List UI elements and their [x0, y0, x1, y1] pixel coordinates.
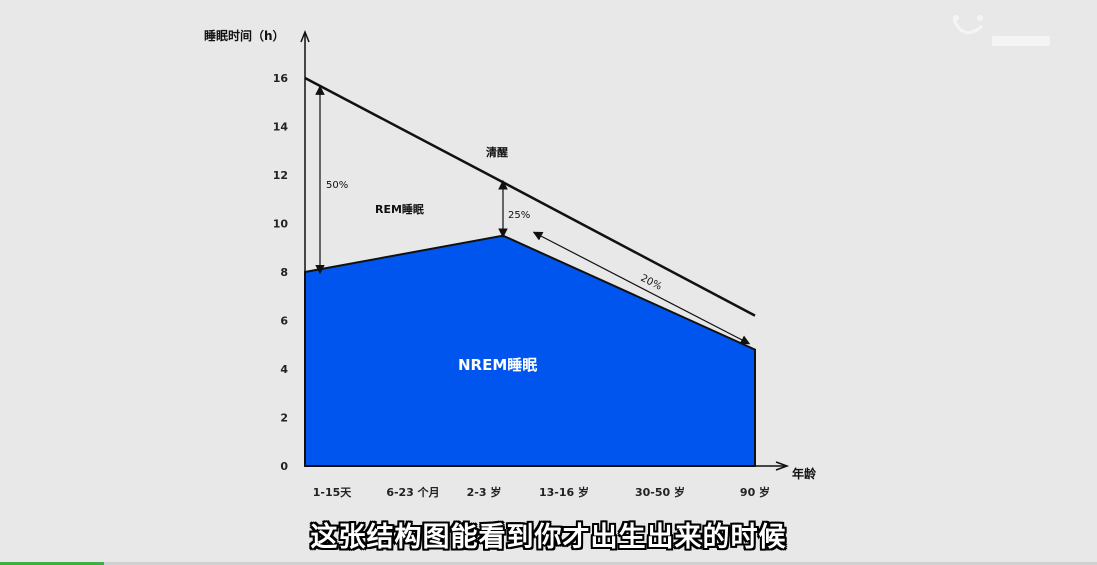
nrem-area-layer: [304, 234, 756, 467]
nrem-area: [304, 234, 756, 467]
y-tick-label: 16: [273, 72, 289, 85]
x-axis-arrow: [775, 461, 790, 471]
nrem-region-label: NREM睡眠: [458, 356, 537, 374]
y-tick-label: 10: [273, 218, 289, 231]
video-progress-fill: [0, 562, 105, 565]
wake-region-label: 清醒: [486, 145, 508, 159]
labels-layer: 睡眠时间（h） 年龄 清醒 REM睡眠 NREM睡眠: [204, 28, 817, 481]
video-progress-bar[interactable]: [0, 562, 1097, 565]
y-tick-label: 0: [280, 460, 288, 473]
annotation-25: 25%: [508, 210, 530, 221]
x-tick-label: 90 岁: [740, 485, 770, 499]
annotation-20: 20%: [639, 273, 664, 293]
y-tick-label: 2: [280, 412, 288, 425]
video-subtitle: 这张结构图能看到你才出生出来的时候: [310, 522, 787, 553]
axes-layer: [300, 29, 790, 471]
annotation-50: 50%: [326, 180, 348, 191]
y-tick-label: 14: [273, 121, 289, 134]
x-tick-label: 1-15天: [313, 486, 353, 499]
x-tick-label: 6-23 个月: [386, 485, 439, 499]
ticks-layer: 0 2 4 6 8 10 12 14 16 1-15天 6-23 个月 2-3 岁 13-16 岁 30-…: [273, 72, 770, 499]
y-tick-label: 6: [280, 315, 288, 328]
y-tick-label: 8: [280, 266, 288, 279]
y-axis-title: 睡眠时间（h）: [204, 28, 285, 43]
x-tick-label: 13-16 岁: [539, 485, 589, 499]
y-tick-label: 4: [280, 363, 288, 376]
y-tick-label: 12: [273, 169, 288, 182]
arrow-20: [532, 231, 751, 345]
y-axis-arrow: [300, 29, 310, 43]
x-tick-label: 2-3 岁: [467, 485, 502, 499]
x-axis-title: 年龄: [792, 466, 817, 481]
x-tick-label: 30-50 岁: [635, 485, 685, 499]
rem-region-label: REM睡眠: [375, 202, 424, 216]
smiley-logo-icon: [944, 8, 1054, 58]
